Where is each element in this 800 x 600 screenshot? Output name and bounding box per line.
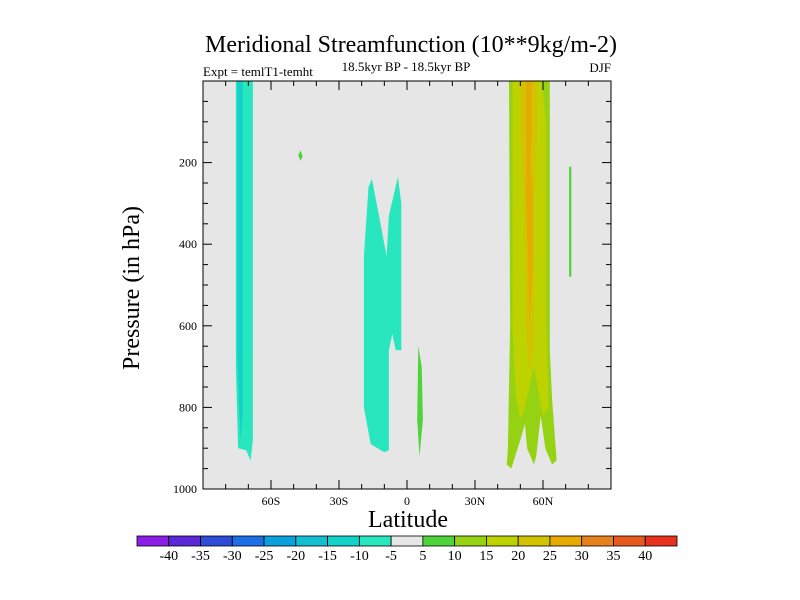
colorbar-label: 25 — [543, 549, 557, 564]
contour-region-2 — [363, 176, 402, 453]
contour-region-1 — [237, 81, 243, 440]
contour-region-3 — [417, 346, 423, 457]
x-tick-label: 0 — [404, 494, 410, 508]
colorbar-box — [549, 535, 583, 547]
colorbar-box — [231, 535, 265, 547]
colorbar-box — [327, 535, 360, 547]
colorbar-box — [200, 535, 233, 547]
x-tick-label: 60S — [262, 494, 281, 508]
colorbar-label: -20 — [286, 549, 305, 564]
colorbar-label: 40 — [638, 549, 652, 564]
colorbar-box — [263, 535, 297, 547]
colorbar-label: -10 — [350, 549, 369, 564]
colorbar-label: -40 — [159, 549, 178, 564]
colorbar-label: -25 — [255, 549, 274, 564]
colorbar-label: -5 — [385, 549, 397, 564]
colorbar-box — [613, 535, 646, 547]
colorbar-box — [390, 535, 424, 547]
colorbar-box — [136, 535, 170, 547]
y-axis-label: Pressure (in hPa) — [119, 206, 145, 370]
contour-region-4 — [298, 150, 303, 161]
colorbar-label: 35 — [607, 549, 621, 564]
y-tick-label: 400 — [179, 237, 197, 251]
colorbar-label: 10 — [448, 549, 462, 564]
y-tick-label: 600 — [179, 319, 197, 333]
colorbar-label: 5 — [419, 549, 426, 564]
plot-area: 60S 30S 0 30N 60N 200 400 600 800 1000 — [173, 80, 612, 508]
colorbar-label: 15 — [479, 549, 493, 564]
contour-regions — [235, 81, 572, 469]
period-label: 18.5kyr BP - 18.5kyr BP — [342, 59, 471, 74]
axis-ticks: 60S 30S 0 30N 60N 200 400 600 800 1000 — [173, 81, 611, 508]
chart-title: Meridional Streamfunction (10**9kg/m-2) — [205, 32, 617, 58]
colorbar-box — [358, 535, 392, 547]
colorbar-box — [581, 535, 614, 547]
colorbar-box — [486, 535, 519, 547]
y-tick-label: 1000 — [173, 482, 197, 496]
colorbar-label: 20 — [511, 549, 525, 564]
experiment-label: Expt = temlT1-temht — [203, 64, 313, 79]
season-label: DJF — [589, 60, 611, 75]
x-tick-label: 60N — [533, 494, 554, 508]
y-tick-label: 800 — [179, 400, 197, 414]
colorbar-label: -35 — [191, 549, 210, 564]
colorbar-box — [295, 535, 328, 547]
colorbar-box — [644, 535, 678, 547]
colorbar-label: -15 — [318, 549, 337, 564]
x-tick-label: 30N — [465, 494, 486, 508]
colorbar: -40 -35 -30 -25 -20 -15 -10 -5 5 10 15 20 25 30 35 40 — [136, 535, 678, 564]
colorbar-box — [517, 535, 551, 547]
contour-region-9 — [526, 81, 533, 326]
colorbar-box — [422, 535, 456, 547]
contour-region-5 — [569, 166, 572, 277]
colorbar-label: -30 — [223, 549, 242, 564]
x-axis-label: Latitude — [368, 507, 448, 533]
colorbar-box — [168, 535, 201, 547]
y-tick-label: 200 — [179, 156, 197, 170]
x-tick-label: 30S — [330, 494, 349, 508]
colorbar-label: 30 — [575, 549, 589, 564]
colorbar-box — [454, 535, 487, 547]
